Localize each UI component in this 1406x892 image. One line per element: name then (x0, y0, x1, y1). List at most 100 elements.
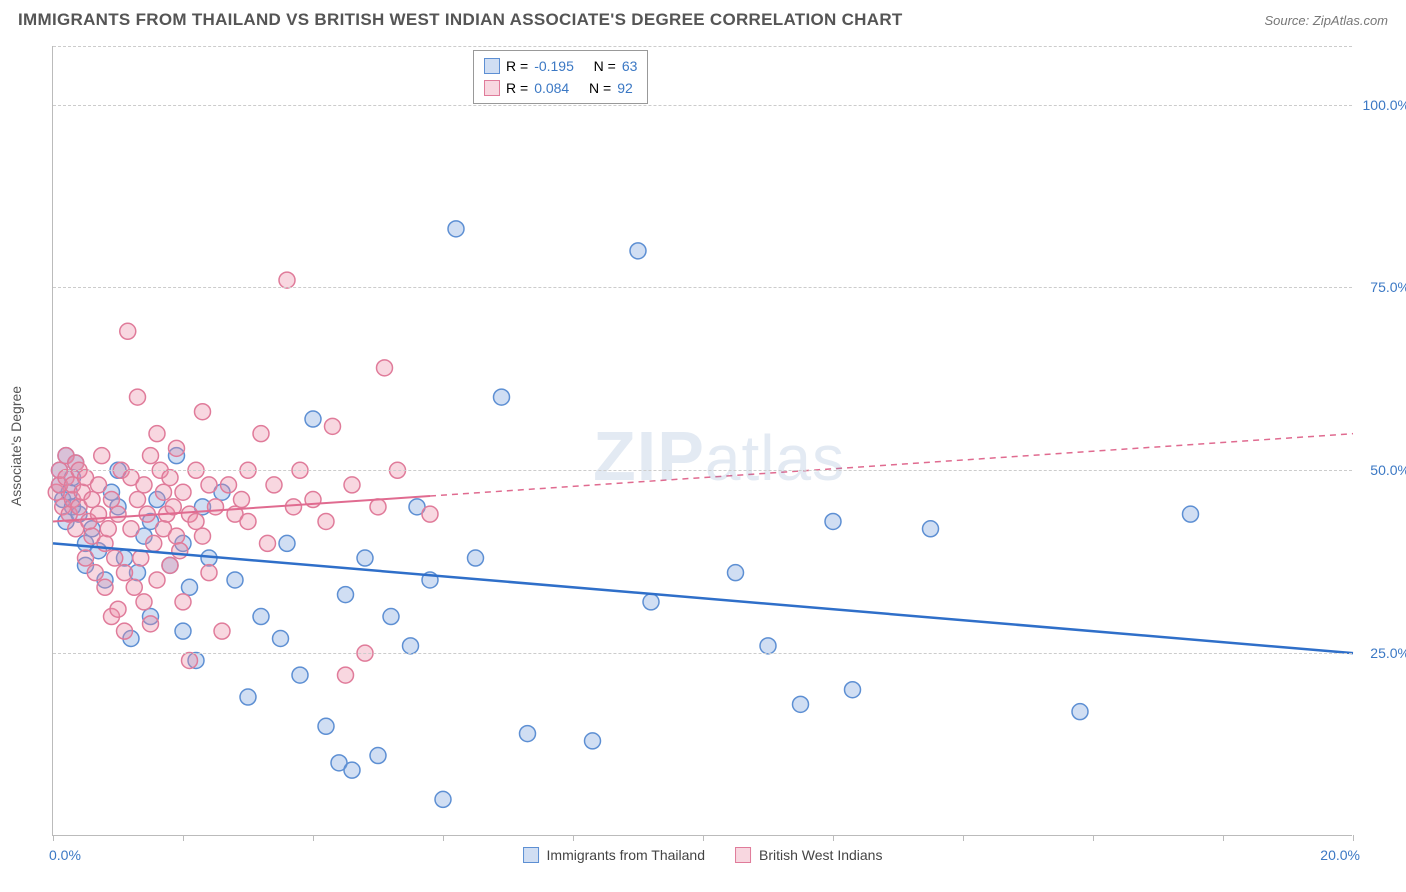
x-tick (53, 835, 54, 841)
data-point (305, 411, 321, 427)
data-point (175, 484, 191, 500)
swatch-icon (484, 58, 500, 74)
legend-item: Immigrants from Thailand (523, 847, 705, 863)
x-tick-label: 20.0% (1320, 847, 1360, 863)
data-point (370, 748, 386, 764)
r-label: R = (506, 77, 528, 99)
x-tick (183, 835, 184, 841)
data-point (162, 470, 178, 486)
series-legend: Immigrants from Thailand British West In… (523, 847, 883, 863)
data-point (403, 638, 419, 654)
data-point (1183, 506, 1199, 522)
data-point (325, 418, 341, 434)
data-point (175, 594, 191, 610)
data-point (169, 528, 185, 544)
data-point (94, 448, 110, 464)
data-point (195, 404, 211, 420)
data-point (357, 550, 373, 566)
source-label: Source: ZipAtlas.com (1264, 13, 1388, 28)
data-point (149, 572, 165, 588)
x-tick (313, 835, 314, 841)
data-point (286, 499, 302, 515)
gridline (53, 105, 1352, 106)
data-point (234, 492, 250, 508)
data-point (253, 426, 269, 442)
data-point (422, 506, 438, 522)
data-point (123, 521, 139, 537)
data-point (273, 631, 289, 647)
data-point (760, 638, 776, 654)
legend-label: British West Indians (759, 847, 882, 863)
data-point (195, 528, 211, 544)
n-value: 92 (617, 77, 633, 99)
data-point (117, 623, 133, 639)
data-point (84, 492, 100, 508)
data-point (520, 726, 536, 742)
x-tick (963, 835, 964, 841)
data-point (214, 623, 230, 639)
x-tick (443, 835, 444, 841)
n-value: 63 (622, 55, 638, 77)
data-point (292, 667, 308, 683)
swatch-icon (484, 80, 500, 96)
data-point (240, 513, 256, 529)
x-tick-label: 0.0% (49, 847, 81, 863)
data-point (175, 623, 191, 639)
data-point (344, 477, 360, 493)
data-point (110, 506, 126, 522)
data-point (468, 550, 484, 566)
chart-svg (53, 46, 1352, 835)
data-point (370, 499, 386, 515)
data-point (78, 550, 94, 566)
data-point (435, 791, 451, 807)
data-point (126, 579, 142, 595)
swatch-icon (735, 847, 751, 863)
data-point (104, 492, 120, 508)
data-point (87, 565, 103, 581)
x-tick (1353, 835, 1354, 841)
data-point (240, 689, 256, 705)
y-axis-label: Associate's Degree (8, 386, 24, 506)
stats-legend-row: R = 0.084 N = 92 (484, 77, 637, 99)
data-point (494, 389, 510, 405)
gridline (53, 653, 1352, 654)
data-point (318, 513, 334, 529)
data-point (91, 477, 107, 493)
n-label: N = (594, 55, 616, 77)
trend-line-extrapolated (430, 434, 1353, 496)
data-point (1072, 704, 1088, 720)
data-point (156, 484, 172, 500)
data-point (793, 696, 809, 712)
x-tick (573, 835, 574, 841)
swatch-icon (523, 847, 539, 863)
chart-title: IMMIGRANTS FROM THAILAND VS BRITISH WEST… (18, 10, 903, 30)
y-tick-label: 100.0% (1358, 97, 1406, 113)
data-point (585, 733, 601, 749)
r-value: -0.195 (534, 55, 574, 77)
r-value: 0.084 (534, 77, 569, 99)
data-point (344, 762, 360, 778)
data-point (208, 499, 224, 515)
data-point (107, 550, 123, 566)
legend-item: British West Indians (735, 847, 882, 863)
data-point (227, 572, 243, 588)
y-tick-label: 50.0% (1358, 462, 1406, 478)
y-tick-label: 75.0% (1358, 279, 1406, 295)
data-point (182, 652, 198, 668)
data-point (266, 477, 282, 493)
data-point (318, 718, 334, 734)
gridline (53, 470, 1352, 471)
data-point (97, 579, 113, 595)
data-point (120, 323, 136, 339)
trend-line (53, 543, 1353, 653)
data-point (448, 221, 464, 237)
data-point (643, 594, 659, 610)
data-point (143, 448, 159, 464)
data-point (110, 601, 126, 617)
x-tick (703, 835, 704, 841)
data-point (279, 272, 295, 288)
data-point (260, 535, 276, 551)
data-point (162, 557, 178, 573)
data-point (201, 477, 217, 493)
data-point (201, 565, 217, 581)
